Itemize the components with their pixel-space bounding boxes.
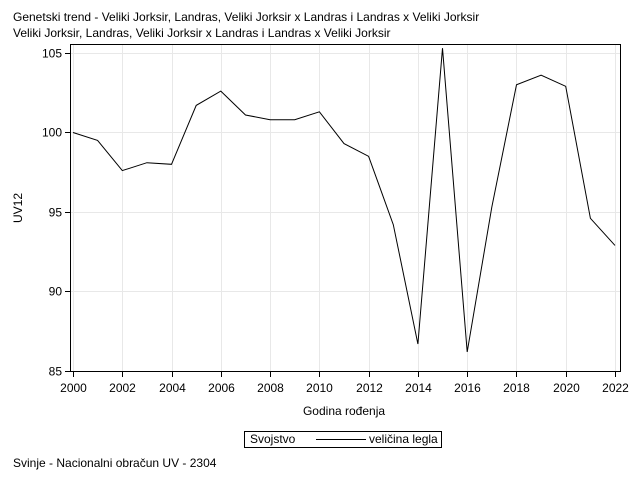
plot-frame [70, 44, 621, 372]
series-line [72, 48, 616, 352]
x-tick-label: 2004 [159, 381, 186, 395]
x-tick-label: 2022 [602, 381, 629, 395]
x-axis: 2000 2002 2004 2006 2008 2010 2012 2014 2016 2018… [60, 372, 629, 395]
y-tick-label: 85 [49, 365, 63, 379]
y-tick-label: 95 [49, 206, 63, 220]
legend-item-label: veličina legla [369, 432, 438, 446]
x-tick-label: 2000 [60, 381, 87, 395]
x-tick-label: 2018 [503, 381, 530, 395]
x-tick-label: 2012 [356, 381, 383, 395]
grid [71, 45, 620, 372]
y-axis: 85 90 95 100 105 [42, 47, 70, 379]
x-tick-label: 2006 [208, 381, 235, 395]
y-axis-label: UV12 [11, 193, 25, 223]
chart-title-line-1: Genetski trend - Veliki Jorksir, Landras… [13, 10, 480, 24]
x-tick-label: 2010 [306, 381, 333, 395]
y-tick-label: 100 [42, 126, 62, 140]
x-tick-label: 2020 [553, 381, 580, 395]
x-tick-label: 2008 [257, 381, 284, 395]
x-tick-label: 2016 [454, 381, 481, 395]
y-tick-label: 105 [42, 47, 62, 61]
legend-swatch-line [316, 439, 366, 440]
footnote: Svinje - Nacionalni obračun UV - 2304 [13, 456, 217, 470]
chart-title-line-2: Veliki Jorksir, Landras, Veliki Jorksir … [13, 26, 391, 40]
legend: Svojstvo veličina legla [244, 431, 442, 448]
legend-title: Svojstvo [250, 432, 296, 446]
x-tick-label: 2014 [405, 381, 432, 395]
x-axis-label: Godina rođenja [303, 404, 385, 418]
x-tick-label: 2002 [109, 381, 136, 395]
y-tick-label: 90 [49, 285, 63, 299]
series-layer [72, 48, 616, 352]
